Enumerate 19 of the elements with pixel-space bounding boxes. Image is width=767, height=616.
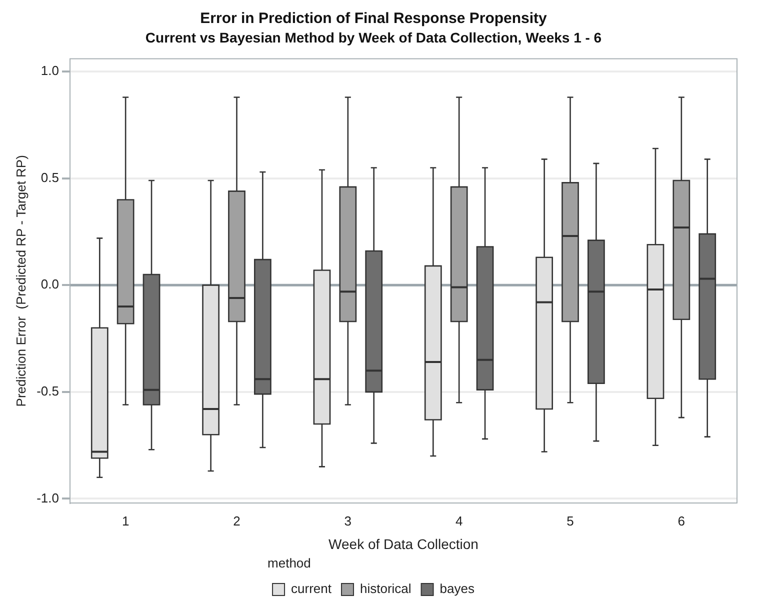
legend-label: historical xyxy=(360,581,412,596)
x-tick-label: 1 xyxy=(122,513,130,528)
x-tick-label: 2 xyxy=(233,513,240,528)
chart-title: Error in Prediction of Final Response Propensity xyxy=(200,10,548,28)
y-axis-title: Prediction Error (Predicted RP - Target RP) xyxy=(13,155,28,407)
y-tick-label: 1.0 xyxy=(40,63,59,78)
legend-title: method xyxy=(268,555,311,570)
x-tick-label: 6 xyxy=(678,513,686,528)
legend-label: current xyxy=(291,581,332,596)
x-tick-label: 3 xyxy=(344,513,352,528)
y-tick-label: -1.0 xyxy=(36,490,59,506)
y-tick-label: 0.5 xyxy=(40,170,59,185)
x-tick-label: 5 xyxy=(566,513,574,528)
legend-label: bayes xyxy=(440,581,475,596)
y-tick-label: -0.5 xyxy=(36,384,59,399)
chart-subtitle: Current vs Bayesian Method by Week of Data Collection, Weeks 1 - 6 xyxy=(145,29,602,46)
y-tick-label: 0.0 xyxy=(40,276,59,292)
x-tick-label: 4 xyxy=(455,513,463,528)
x-axis-title: Week of Data Collection xyxy=(328,536,478,552)
